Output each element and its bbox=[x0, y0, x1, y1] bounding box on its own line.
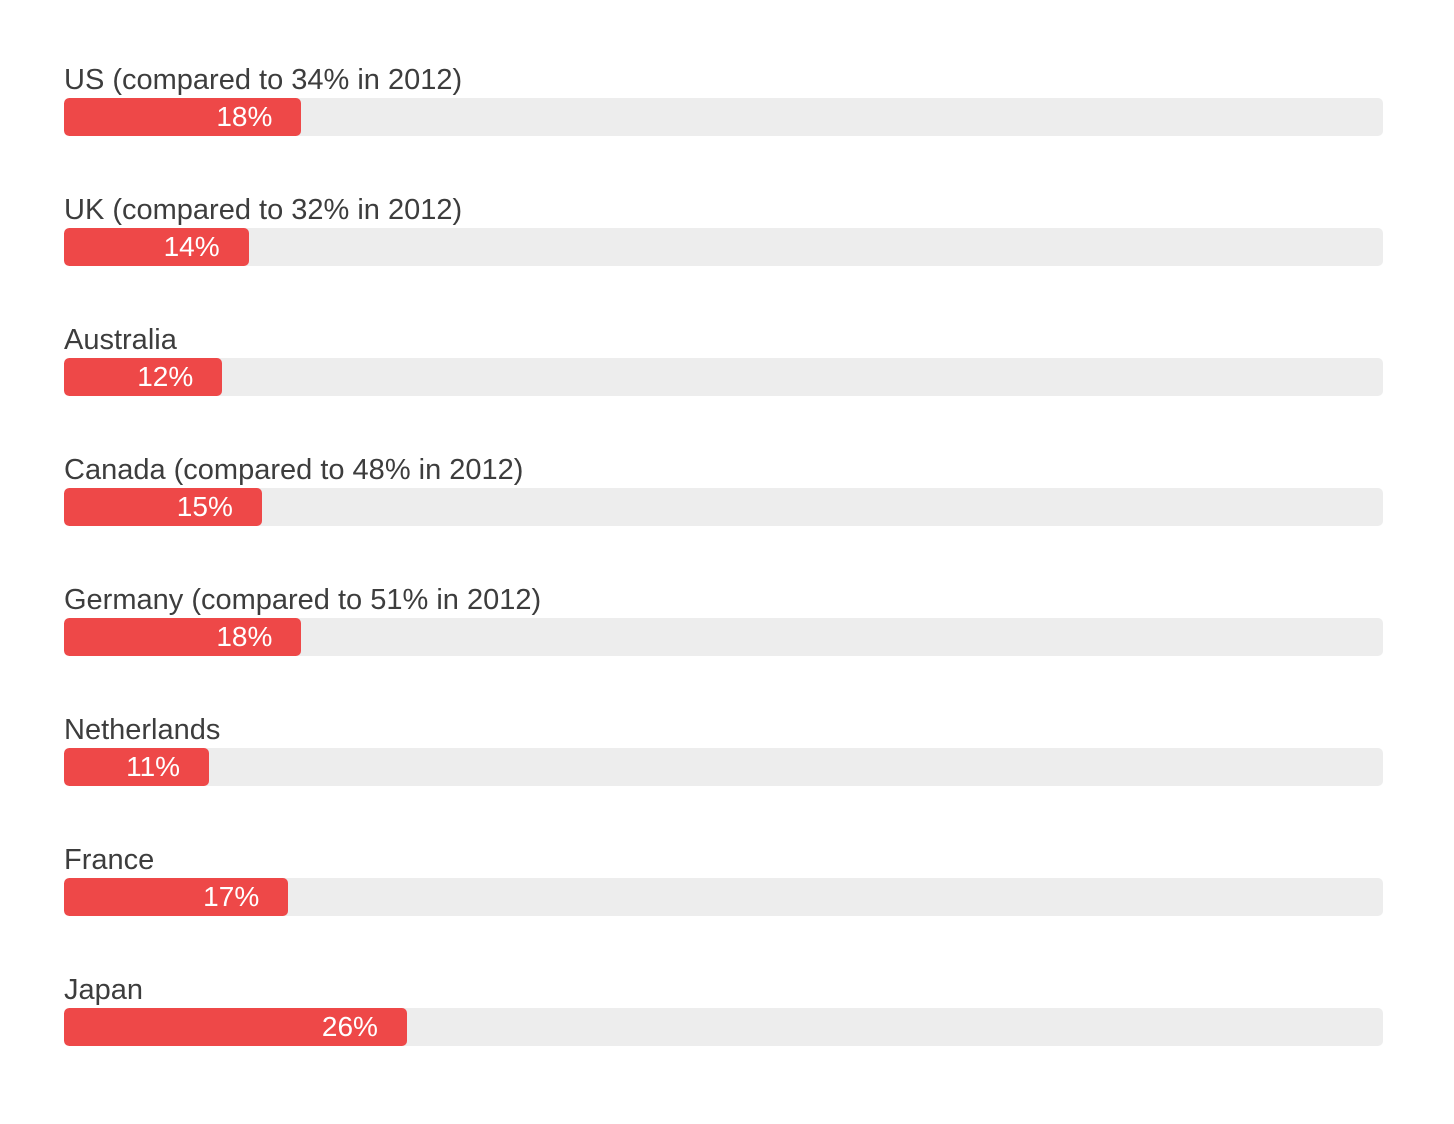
bar-row: US (compared to 34% in 2012) 18% bbox=[64, 62, 1383, 136]
bar-row: France 17% bbox=[64, 842, 1383, 916]
bar-value-label: 18% bbox=[216, 101, 273, 132]
bar-value-label: 26% bbox=[321, 1011, 378, 1042]
bar-label: Germany (compared to 51% in 2012) bbox=[64, 584, 542, 616]
bar-fill: 18% bbox=[64, 98, 302, 136]
bar-value-label: 17% bbox=[203, 881, 260, 912]
bar-value-label: 15% bbox=[176, 491, 233, 522]
bar-track: 15% bbox=[64, 488, 1383, 526]
bar-label: US (compared to 34% in 2012) bbox=[64, 64, 463, 96]
bar-fill: 11% bbox=[64, 748, 210, 786]
bar-fill: 14% bbox=[64, 228, 249, 266]
bar-value-label: 11% bbox=[126, 751, 181, 782]
bar-row: Japan 26% bbox=[64, 972, 1383, 1046]
bar-track: 26% bbox=[64, 1008, 1383, 1046]
bar-row: UK (compared to 32% in 2012) 14% bbox=[64, 192, 1383, 266]
bar-track: 12% bbox=[64, 358, 1383, 396]
bar-label: UK (compared to 32% in 2012) bbox=[64, 194, 463, 226]
bar-label: Canada (compared to 48% in 2012) bbox=[64, 454, 524, 486]
bar-track: 18% bbox=[64, 618, 1383, 656]
bar-fill: 26% bbox=[64, 1008, 407, 1046]
bar-row: Netherlands 11% bbox=[64, 712, 1383, 786]
bar-fill: 17% bbox=[64, 878, 289, 916]
bar-label: France bbox=[64, 844, 155, 876]
bar-label: Japan bbox=[64, 974, 144, 1006]
bar-track: 17% bbox=[64, 878, 1383, 916]
bar-value-label: 14% bbox=[163, 231, 220, 262]
bar-label: Netherlands bbox=[64, 714, 221, 746]
bar-track: 11% bbox=[64, 748, 1383, 786]
bar-track: 14% bbox=[64, 228, 1383, 266]
bar-row: Germany (compared to 51% in 2012) 18% bbox=[64, 582, 1383, 656]
bar-row: Canada (compared to 48% in 2012) 15% bbox=[64, 452, 1383, 526]
bar-fill: 18% bbox=[64, 618, 302, 656]
bar-track: 18% bbox=[64, 98, 1383, 136]
bar-fill: 15% bbox=[64, 488, 262, 526]
bar-fill: 12% bbox=[64, 358, 223, 396]
bar-value-label: 18% bbox=[216, 621, 273, 652]
bar-chart: US (compared to 34% in 2012) 18% UK (compa… bbox=[64, 62, 1383, 1046]
bar-row: Australia 12% bbox=[64, 322, 1383, 396]
bar-label: Australia bbox=[64, 324, 177, 356]
bar-value-label: 12% bbox=[137, 361, 194, 392]
